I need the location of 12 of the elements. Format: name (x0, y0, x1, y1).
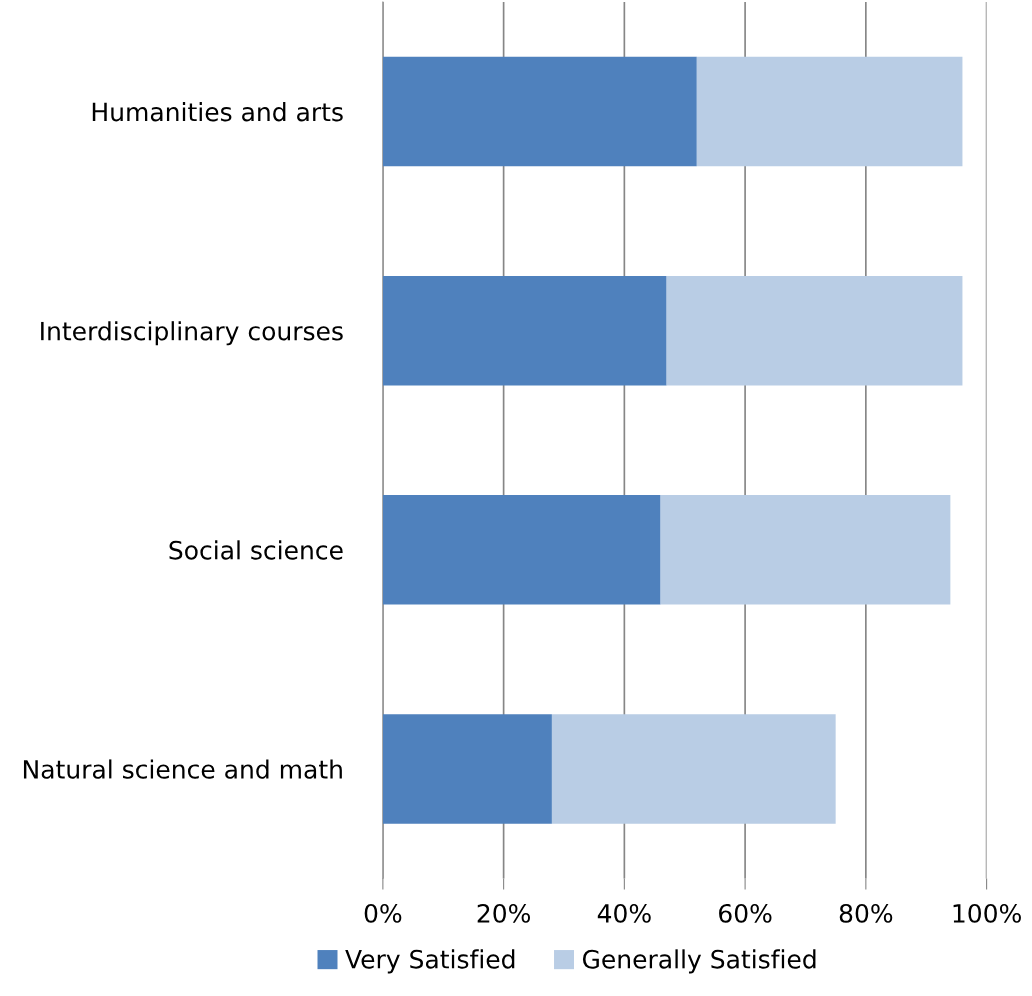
y-tick-label: Social science (169, 540, 343, 560)
y-tick-label: Humanities and arts (92, 102, 343, 122)
x-tick-label: 60% (719, 903, 772, 923)
y-tick-label: Natural science and math (23, 759, 342, 779)
x-tick-label: 0% (364, 903, 402, 923)
x-tick-label: 20% (477, 903, 531, 923)
legend-label: Generally Satisfied (582, 949, 816, 974)
legend-label: Very Satisfied (345, 949, 515, 974)
x-tick-label: 40% (597, 903, 651, 923)
x-tick-label: 80% (839, 903, 893, 923)
x-tick-label: 100% (953, 903, 1021, 923)
y-tick-label: Interdisciplinary courses (41, 321, 343, 346)
